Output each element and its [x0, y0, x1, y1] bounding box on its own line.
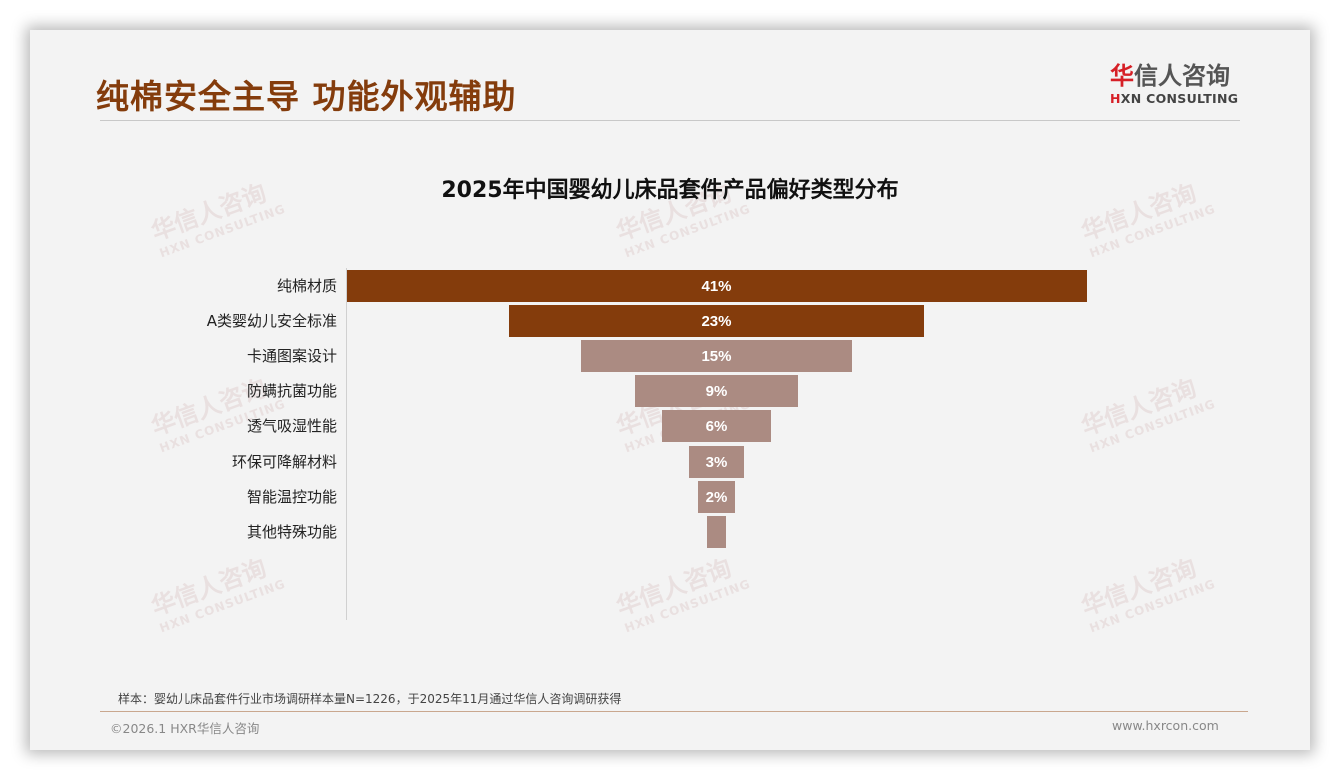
source-note: 样本：婴幼儿床品套件行业市场调研样本量N=1226，于2025年11月通过华信人… [118, 692, 622, 706]
company-logo: 华信人咨询 HXN CONSULTING [1110, 62, 1242, 106]
funnel-bar: 15% [581, 340, 852, 372]
funnel-bar: 3% [689, 446, 744, 478]
page-headline: 纯棉安全主导 功能外观辅助 [96, 77, 517, 116]
bar-value-label: 41% [701, 277, 732, 295]
category-label: 其他特殊功能 [246, 523, 337, 541]
category-label: 环保可降解材料 [231, 453, 337, 471]
logo-mark: 华 [1110, 62, 1134, 90]
category-axis-line [346, 268, 347, 620]
header-divider [100, 120, 1240, 121]
website-link[interactable]: www.hxrcon.com [1112, 718, 1219, 733]
funnel-bar: 2% [698, 481, 735, 513]
footer-divider [100, 711, 1248, 712]
logo-english: HXN CONSULTING [1110, 91, 1239, 106]
copyright: ©2026.1 HXR华信人咨询 [110, 721, 260, 736]
category-label: 防螨抗菌功能 [246, 382, 337, 400]
bar-value-label: 3% [705, 453, 728, 471]
category-label: 透气吸湿性能 [246, 417, 337, 435]
bar-value-label: 9% [705, 382, 728, 400]
category-label: 纯棉材质 [276, 277, 337, 295]
logo-chinese: 华信人咨询 [1110, 62, 1230, 90]
category-label: A类婴幼儿安全标准 [206, 312, 337, 330]
funnel-bar: 6% [662, 410, 771, 442]
bar-value-label: 23% [701, 312, 732, 330]
category-label: 卡通图案设计 [246, 347, 337, 365]
funnel-bar: 9% [635, 375, 798, 407]
funnel-bar: 41% [346, 270, 1087, 302]
bar-value-label: 2% [705, 488, 728, 506]
category-label: 智能温控功能 [246, 488, 337, 506]
funnel-bar [707, 516, 726, 548]
chart-title: 2025年中国婴幼儿床品套件产品偏好类型分布 [441, 178, 899, 203]
bar-value-label: 6% [705, 417, 728, 435]
funnel-bar: 23% [508, 305, 925, 337]
bar-value-label: 15% [701, 347, 732, 365]
